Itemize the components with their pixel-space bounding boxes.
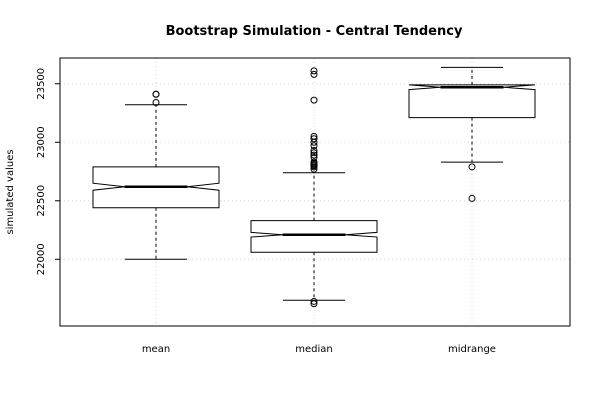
y-axis-label: simulated values <box>5 149 16 234</box>
outlier-point <box>310 153 318 161</box>
outlier-point <box>152 90 160 98</box>
x-tick-label: midrange <box>448 344 496 355</box>
outlier-point <box>310 135 318 143</box>
outlier-point <box>152 98 160 106</box>
outlier-point <box>310 149 318 157</box>
outlier-point <box>310 132 318 140</box>
box-median <box>250 67 378 308</box>
y-axis: 22000 22500 23000 23500 <box>36 68 60 275</box>
outlier-point <box>310 67 318 75</box>
x-tick-label: median <box>295 344 333 355</box>
plot-frame <box>59 57 571 327</box>
outlier-point <box>310 151 318 159</box>
x-tick-label: mean <box>142 344 170 355</box>
box-midrange <box>408 66 536 202</box>
chart-title: Bootstrap Simulation - Central Tendency <box>166 24 463 39</box>
outlier-point <box>310 158 318 166</box>
y-tick-label: 22000 <box>36 243 47 275</box>
outlier-point <box>468 163 476 171</box>
box-body <box>408 84 536 119</box>
outlier-point <box>468 194 476 202</box>
box-series <box>92 66 536 308</box>
outlier-point <box>310 297 318 305</box>
y-tick-label: 23000 <box>36 126 47 158</box>
y-tick-label: 23500 <box>36 68 47 100</box>
x-axis: mean median midrange <box>142 344 496 355</box>
outlier-point <box>310 300 318 308</box>
outlier-point <box>310 146 318 154</box>
outlier-point <box>310 142 318 150</box>
outlier-point <box>310 96 318 104</box>
y-tick-label: 22500 <box>36 185 47 217</box>
box-body <box>250 220 378 253</box>
outlier-point <box>310 70 318 78</box>
box-mean <box>92 90 220 260</box>
